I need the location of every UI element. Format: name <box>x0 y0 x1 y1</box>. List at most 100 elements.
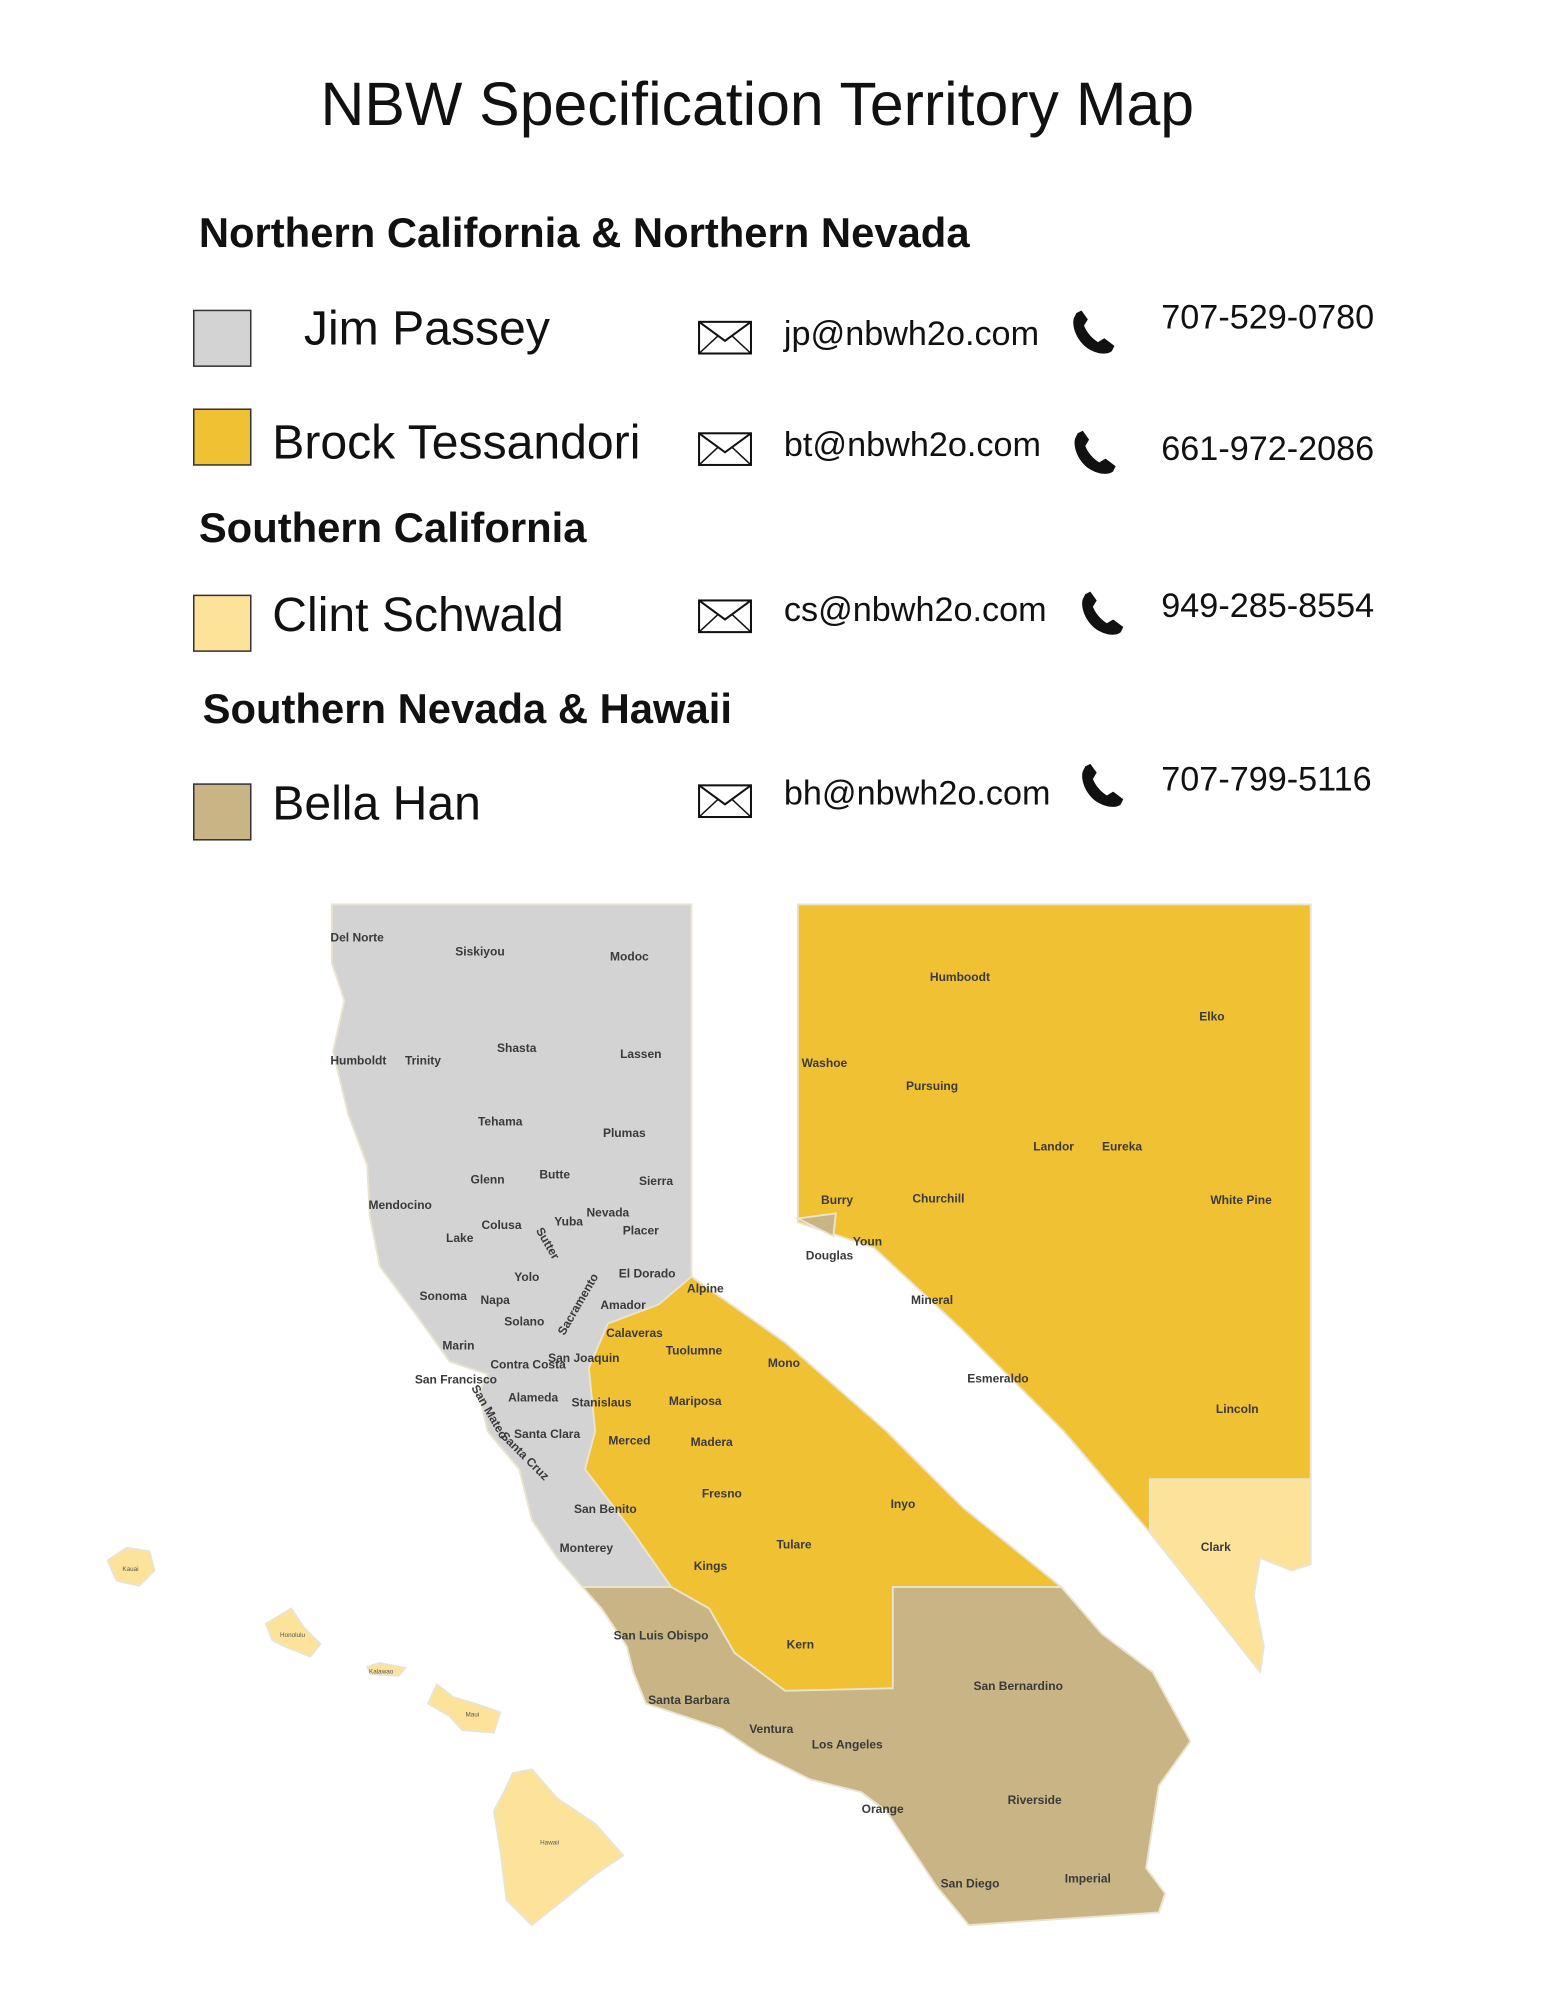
county-label: Lake <box>446 1231 474 1245</box>
county-label: Humboodt <box>930 970 990 984</box>
clark-region <box>1148 1478 1312 1675</box>
email-icon <box>698 320 752 355</box>
county-label: Napa <box>480 1293 510 1307</box>
phone-handset <box>1082 763 1124 807</box>
county-label: Kern <box>787 1637 814 1651</box>
island-kauai <box>106 1546 156 1587</box>
county-label: Madera <box>691 1435 733 1449</box>
email-icon <box>698 599 752 634</box>
county-label: Sonoma <box>420 1289 468 1303</box>
color-swatch <box>192 408 252 466</box>
island-molokai <box>365 1661 407 1677</box>
county-label: Tuolumne <box>666 1344 723 1358</box>
county-label: Santa Clara <box>514 1427 580 1441</box>
phone-handset <box>1074 430 1116 474</box>
county-label: Amador <box>600 1298 646 1312</box>
county-label: Yuba <box>554 1214 583 1228</box>
county-label: Eureka <box>1102 1140 1142 1154</box>
phone-icon <box>1082 763 1124 807</box>
color-swatch <box>192 783 252 841</box>
central-california-region <box>584 1275 1064 1692</box>
county-label: Modoc <box>610 950 649 964</box>
rep-email: bh@nbwh2o.com <box>784 775 1051 813</box>
phone-handset <box>1073 310 1115 354</box>
county-label: Kings <box>694 1559 728 1573</box>
southern-california-region <box>580 1586 1192 1927</box>
county-label: San Diego <box>941 1877 1000 1891</box>
county-label: Santa Barbara <box>648 1693 730 1707</box>
phone-icon <box>1082 591 1124 635</box>
county-label: White Pine <box>1210 1193 1272 1207</box>
envelope-fold <box>731 613 752 633</box>
rep-name: Bella Han <box>272 777 481 831</box>
county-label: Solano <box>504 1314 544 1328</box>
map: Del Norte Siskiyou Modoc Humboldt Trinity Sha… <box>106 903 1312 1927</box>
county-label: Tulare <box>776 1537 811 1551</box>
island-maui <box>426 1683 502 1734</box>
section-heading: Northern California & Northern Nevada <box>199 209 971 256</box>
county-label: Humboldt <box>330 1054 386 1068</box>
rep-phone: 707-799-5116 <box>1161 761 1371 799</box>
county-label: Inyo <box>891 1497 916 1511</box>
county-label: San Luis Obispo <box>614 1629 709 1643</box>
envelope-fold <box>698 446 719 466</box>
envelope-flap <box>698 321 752 343</box>
envelope-flap <box>698 432 752 454</box>
rep-phone: 949-285-8554 <box>1161 587 1374 625</box>
county-label: Burry <box>821 1193 853 1207</box>
county-label: Elko <box>1199 1009 1224 1023</box>
carson-area <box>794 1212 837 1238</box>
county-label: Mineral <box>911 1293 953 1307</box>
county-label: Fresno <box>702 1487 742 1501</box>
phone-icon <box>1074 430 1116 474</box>
envelope-fold <box>731 446 752 466</box>
color-swatch <box>192 594 252 652</box>
envelope-flap <box>698 784 752 806</box>
county-label: Alameda <box>508 1390 558 1404</box>
county-label: Contra Costa <box>490 1358 566 1372</box>
county-label: San Benito <box>574 1502 637 1516</box>
rep-name: Jim Passey <box>304 302 550 356</box>
county-label: Plumas <box>603 1126 646 1140</box>
envelope-body <box>698 599 752 634</box>
county-label: Merced <box>608 1434 650 1448</box>
county-label: Colusa <box>481 1218 521 1232</box>
county-label: Trinity <box>405 1054 441 1068</box>
section-heading: Southern Nevada & Hawaii <box>203 685 732 732</box>
envelope-fold <box>698 335 719 355</box>
county-label: Mariposa <box>669 1394 722 1408</box>
island-label: Maui <box>466 1712 480 1719</box>
envelope-fold <box>698 798 719 818</box>
county-label: Clark <box>1201 1540 1231 1554</box>
northern-nevada-region <box>796 903 1312 1536</box>
county-label: Imperial <box>1065 1872 1111 1886</box>
county-label: Calaveras <box>606 1326 663 1340</box>
section-heading: Southern California <box>199 504 587 551</box>
county-label: Lincoln <box>1216 1402 1259 1416</box>
phone-icon <box>1073 310 1115 354</box>
envelope-body <box>698 320 752 355</box>
county-label: Washoe <box>802 1056 848 1070</box>
color-swatch <box>192 309 252 367</box>
county-label: Stanislaus <box>571 1396 631 1410</box>
county-label: Los Angeles <box>812 1737 883 1751</box>
county-label: Siskiyou <box>455 945 504 959</box>
envelope-flap <box>698 599 752 621</box>
phone-handset <box>1082 591 1124 635</box>
county-label: Landor <box>1033 1140 1074 1154</box>
county-label: San Joaquin <box>548 1351 619 1365</box>
county-label: Riverside <box>1008 1793 1062 1807</box>
county-label: Shasta <box>497 1041 537 1055</box>
rep-name: Clint Schwald <box>272 588 563 642</box>
county-label: Sierra <box>639 1174 673 1188</box>
rep-email: jp@nbwh2o.com <box>783 315 1039 353</box>
county-label: Mendocino <box>368 1198 431 1212</box>
rep-phone: 661-972-2086 <box>1161 430 1374 468</box>
envelope-fold <box>698 613 719 633</box>
island-label: Hawaii <box>540 1839 559 1846</box>
island-oahu <box>264 1607 322 1658</box>
county-label: Glenn <box>471 1173 505 1187</box>
envelope-body <box>698 784 752 819</box>
